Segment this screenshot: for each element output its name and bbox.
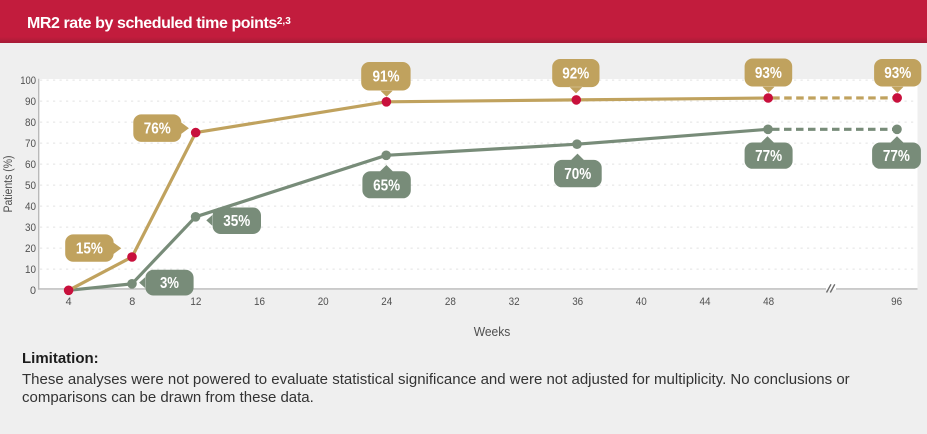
svg-text:65%: 65% <box>373 177 400 194</box>
svg-text:28: 28 <box>445 296 456 308</box>
svg-text:70: 70 <box>25 138 36 150</box>
svg-text:30: 30 <box>25 222 36 234</box>
svg-text:40: 40 <box>25 201 36 213</box>
svg-text:80: 80 <box>25 117 36 129</box>
svg-text:40: 40 <box>636 296 647 308</box>
svg-text:32: 32 <box>509 296 520 308</box>
svg-text:0: 0 <box>30 285 36 297</box>
svg-text:70%: 70% <box>564 166 591 183</box>
svg-text:96: 96 <box>891 296 902 308</box>
svg-text:15%: 15% <box>76 241 103 258</box>
svg-text:77%: 77% <box>755 148 782 165</box>
svg-text:20: 20 <box>318 296 329 308</box>
svg-text:10: 10 <box>25 264 36 276</box>
svg-text:93%: 93% <box>755 65 782 82</box>
svg-text:92%: 92% <box>562 66 589 83</box>
svg-text:3%: 3% <box>160 275 179 292</box>
svg-text:16: 16 <box>254 296 265 308</box>
svg-text:4: 4 <box>66 296 72 308</box>
svg-text:76%: 76% <box>144 121 171 138</box>
svg-text:44: 44 <box>700 296 711 308</box>
svg-text:20: 20 <box>25 243 36 255</box>
svg-text:Patients (%): Patients (%) <box>3 155 15 212</box>
svg-text:91%: 91% <box>373 69 400 86</box>
svg-text:77%: 77% <box>883 148 910 165</box>
svg-text:12: 12 <box>190 296 201 308</box>
svg-text:24: 24 <box>381 296 392 308</box>
svg-text:93%: 93% <box>884 65 911 82</box>
svg-text:50: 50 <box>25 180 36 192</box>
svg-text:35%: 35% <box>223 213 250 230</box>
svg-text:36: 36 <box>572 296 583 308</box>
svg-text:90: 90 <box>25 96 36 108</box>
svg-text:100: 100 <box>20 75 36 87</box>
svg-text:Weeks: Weeks <box>474 324 511 339</box>
svg-text:60: 60 <box>25 159 36 171</box>
svg-text:8: 8 <box>129 296 135 308</box>
svg-text:48: 48 <box>763 296 774 308</box>
